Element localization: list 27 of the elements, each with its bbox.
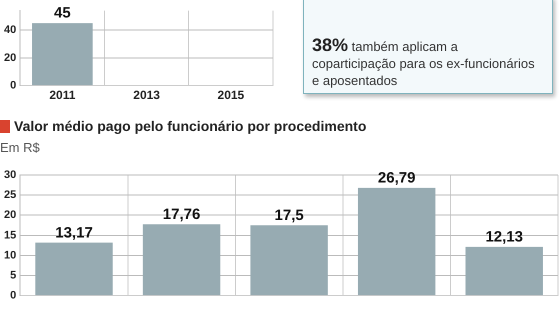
- data-label: 13,17: [55, 224, 93, 242]
- data-label: 17,5: [274, 206, 304, 224]
- y-tick-label: 0: [10, 290, 16, 302]
- bar: [466, 246, 543, 296]
- y-tick-label: 5: [10, 270, 16, 282]
- data-label: 12,13: [485, 228, 523, 246]
- y-tick-label: 25: [4, 189, 16, 202]
- x-tick-label: 2015: [218, 88, 245, 102]
- bar: [142, 224, 220, 296]
- bar: [35, 242, 113, 296]
- x-tick-label: 2013: [133, 88, 160, 102]
- text: 38%: [312, 35, 348, 55]
- chart-title: Valor médio pago pelo funcionário por procedimento: [13, 118, 368, 134]
- y-tick-label: 20: [4, 52, 16, 64]
- data-label: 45: [54, 4, 71, 22]
- data-label: 26,79: [378, 170, 416, 187]
- bar: [358, 188, 436, 296]
- y-tick-label: 0: [10, 80, 16, 92]
- data-label: 17,76: [162, 206, 200, 223]
- y-tick-label: 15: [4, 229, 16, 242]
- y-tick-label: 40: [4, 24, 16, 36]
- x-tick-label: 2011: [49, 88, 76, 102]
- y-tick-label: 10: [4, 249, 16, 262]
- bar: [250, 225, 328, 296]
- y-tick-label: 20: [4, 209, 16, 222]
- chart-subtitle: Em R$: [0, 140, 41, 155]
- y-tick-label: 30: [4, 169, 16, 182]
